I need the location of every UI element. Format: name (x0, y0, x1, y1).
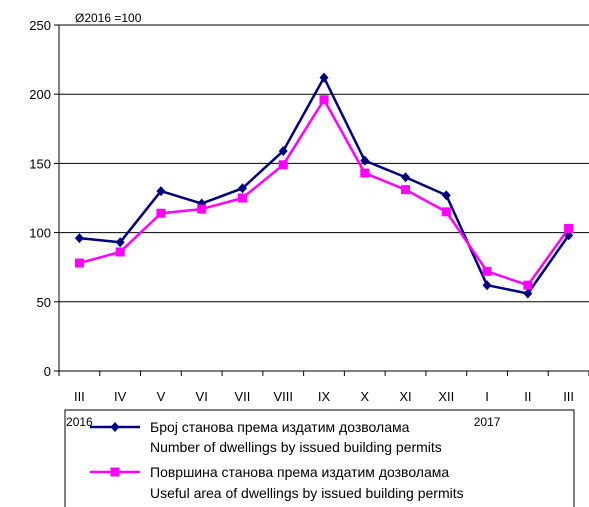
legend-label: Useful area of dwellings by issued build… (150, 485, 464, 501)
data-point (441, 190, 451, 201)
data-point (237, 193, 247, 203)
x-tick-label: III (74, 389, 85, 404)
x-tick-label: VII (235, 389, 251, 404)
series-line (79, 98, 570, 287)
data-point (197, 204, 207, 214)
data-point (156, 208, 166, 218)
y-tick-label: 100 (29, 226, 51, 241)
x-tick-label: IV (114, 389, 127, 404)
legend-box (64, 409, 575, 507)
series-line (79, 76, 570, 295)
data-point (237, 183, 247, 194)
data-point (156, 186, 166, 197)
data-point (564, 223, 574, 233)
legend-label: Број станова према издатим дозволама (150, 419, 410, 435)
x-tick-label: V (157, 389, 166, 404)
data-point (523, 280, 533, 290)
gridlines (59, 24, 589, 303)
y-tick-label: 150 (29, 156, 51, 171)
data-series (74, 72, 574, 299)
base-annotation: Ø2016 =100 (75, 11, 142, 25)
data-point (115, 237, 125, 248)
x-tick-label: III (563, 389, 574, 404)
x-tick-label: XII (438, 389, 454, 404)
data-point (319, 95, 329, 105)
x-tick-label: I (485, 389, 489, 404)
x-tick-label: X (360, 389, 369, 404)
data-point (74, 258, 84, 268)
legend-label: Површина станова према издатим дозволама (150, 464, 449, 480)
data-point (278, 160, 288, 170)
legend-marker (110, 422, 120, 432)
data-point (441, 207, 451, 217)
year-label: 2016 (66, 415, 93, 429)
data-point (401, 185, 411, 195)
data-point (360, 155, 370, 166)
x-tick-label: VI (196, 389, 208, 404)
data-point (74, 233, 84, 244)
x-tick-label: VIII (273, 389, 293, 404)
data-point (115, 247, 125, 257)
legend-marker (110, 467, 120, 477)
data-point (319, 72, 329, 83)
x-tick-label: II (524, 389, 531, 404)
y-tick-label: 50 (37, 295, 51, 310)
data-point (482, 266, 492, 276)
data-point (482, 280, 492, 291)
y-tick-label: 0 (44, 364, 51, 379)
x-tick-label: XI (399, 389, 411, 404)
data-point (523, 288, 533, 299)
data-point (278, 145, 288, 156)
legend: Број станова према издатим дозволама Numb… (64, 409, 575, 507)
year-label: 2017 (474, 415, 501, 429)
y-tick-label: 200 (29, 87, 51, 102)
data-point (360, 168, 370, 178)
y-tick-label: 250 (29, 18, 51, 33)
x-tick-label: IX (318, 389, 331, 404)
data-point (401, 172, 411, 183)
legend-label: Number of dwellings by issued building p… (150, 439, 442, 455)
